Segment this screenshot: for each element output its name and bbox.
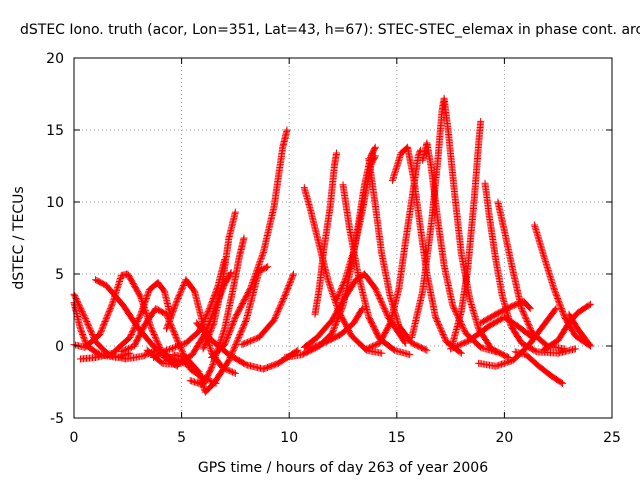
- x-tick-label: 20: [495, 430, 513, 446]
- data-series-23: [365, 155, 431, 354]
- data-series-19: [305, 305, 366, 353]
- series-markers: [565, 310, 594, 350]
- x-axis-tick-labels: 0 5 10 15 20 25: [70, 430, 621, 446]
- data-series-18: [311, 149, 340, 318]
- series-markers: [311, 149, 340, 318]
- y-tick-label: 10: [46, 195, 64, 211]
- x-tick-label: 5: [177, 430, 186, 446]
- data-series-5: [77, 279, 175, 363]
- data-series-36: [447, 313, 538, 353]
- plot-frame: [73, 57, 613, 419]
- y-tick-label: 15: [46, 123, 64, 139]
- data-series-13: [208, 126, 291, 361]
- series-markers: [238, 270, 297, 349]
- series-markers: [408, 94, 513, 361]
- series-markers: [494, 198, 569, 353]
- series-markers: [511, 348, 566, 387]
- y-tick-label: -5: [50, 411, 64, 427]
- data-series-33: [477, 297, 534, 327]
- data-series-37: [565, 310, 594, 350]
- series-markers: [447, 313, 538, 353]
- chart-title: dSTEC Iono. truth (acor, Lon=351, Lat=43…: [20, 22, 640, 38]
- data-series-25: [389, 143, 465, 357]
- data-series-layer: [70, 94, 594, 396]
- x-tick-label: 25: [603, 430, 621, 446]
- series-markers: [300, 270, 409, 351]
- data-series-15: [238, 270, 297, 349]
- x-tick-label: 10: [280, 430, 298, 446]
- x-tick-label: 15: [388, 430, 406, 446]
- series-markers: [477, 297, 534, 327]
- x-axis-label: GPS time / hours of day 263 of year 2006: [198, 460, 488, 476]
- axis-ticks: [73, 57, 613, 419]
- y-tick-label: 5: [55, 267, 64, 283]
- data-series-34: [511, 348, 566, 387]
- data-series-30: [494, 198, 569, 353]
- series-markers: [389, 143, 465, 357]
- series-markers: [77, 279, 175, 363]
- series-markers: [305, 305, 366, 353]
- series-markers: [449, 117, 485, 347]
- data-series-26: [408, 94, 513, 361]
- y-axis-label: dSTEC / TECUs: [11, 186, 27, 289]
- series-markers: [208, 126, 291, 361]
- x-tick-label: 0: [70, 430, 79, 446]
- data-series-20: [300, 270, 409, 351]
- y-axis-tick-labels: -5 0 5 10 15 20: [46, 51, 64, 427]
- y-tick-label: 0: [55, 339, 64, 355]
- data-series-22: [339, 181, 414, 359]
- series-markers: [339, 181, 414, 359]
- data-series-28: [449, 117, 485, 347]
- series-markers: [365, 155, 431, 354]
- y-tick-label: 20: [46, 51, 64, 67]
